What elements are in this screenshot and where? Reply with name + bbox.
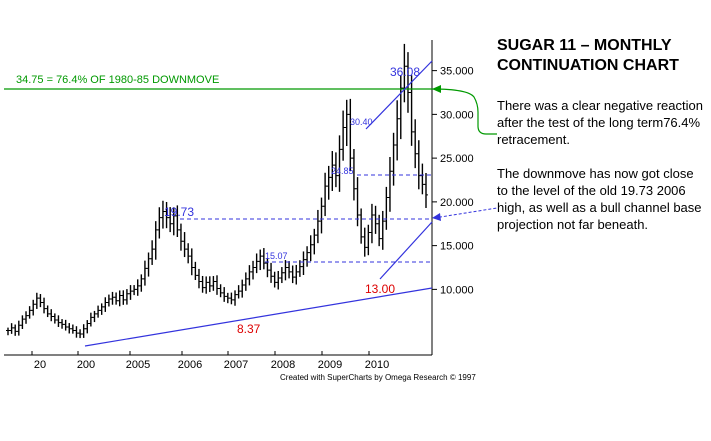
channel-base-line (379, 221, 433, 280)
channel-top-line (365, 60, 433, 130)
y-tick-label: 35.000 (440, 66, 474, 78)
callout-connector-2 (433, 207, 498, 219)
y-axis-ticks: 35.000 30.000 25.000 20.000 15.000 10.000 (432, 66, 474, 296)
x-tick-label: 2007 (224, 359, 248, 371)
callout-arrowhead-1 (432, 85, 441, 93)
label-30-40: 30.40 (350, 117, 373, 127)
x-tick-label: 2009 (318, 359, 342, 371)
x-tick-label: 2008 (271, 359, 295, 371)
x-axis-ticks: 20 200 2005 2006 2007 2008 2009 2010 (31, 351, 389, 371)
retracement-label: 34.75 = 76.4% OF 1980-85 DOWNMOVE (16, 74, 219, 86)
chart-title: SUGAR 11 – MONTHLY CONTINUATION CHART (497, 36, 707, 76)
label-15-07: 15.07 (265, 251, 288, 261)
commentary-paragraph-2: The downmove has now got close to the le… (497, 166, 702, 232)
label-24-85: 24.85 (331, 166, 354, 176)
x-tick-label: 2010 (365, 359, 389, 371)
price-bars (6, 43, 428, 339)
label-13-00: 13.00 (365, 282, 395, 296)
x-tick-label: 2005 (126, 359, 150, 371)
y-tick-label: 10.000 (440, 284, 474, 296)
plot-area (4, 0, 432, 355)
x-tick-label: 20 (34, 359, 46, 371)
label-36-08: 36.08 (390, 65, 420, 79)
chart-title-line1: SUGAR 11 – MONTHLY (497, 37, 672, 54)
callout-arrowhead-2 (432, 213, 441, 221)
label-19-73: 19.73 (164, 205, 194, 219)
x-tick-label: 2006 (178, 359, 202, 371)
callout-connector-1 (431, 88, 497, 135)
y-tick-label: 15.000 (440, 241, 474, 253)
chart-title-line2: CONTINUATION CHART (497, 57, 679, 74)
y-tick-label: 25.000 (440, 153, 474, 165)
label-8-37: 8.37 (237, 322, 261, 336)
x-tick-label: 200 (77, 359, 95, 371)
price-bar (424, 173, 428, 208)
commentary-paragraph-1: There was a clear negative reaction afte… (497, 98, 703, 147)
long-term-trendline (84, 287, 433, 347)
y-tick-label: 20.000 (440, 197, 474, 209)
y-tick-label: 30.000 (440, 109, 474, 121)
chart-footer: Created with SuperCharts by Omega Resear… (280, 373, 476, 382)
